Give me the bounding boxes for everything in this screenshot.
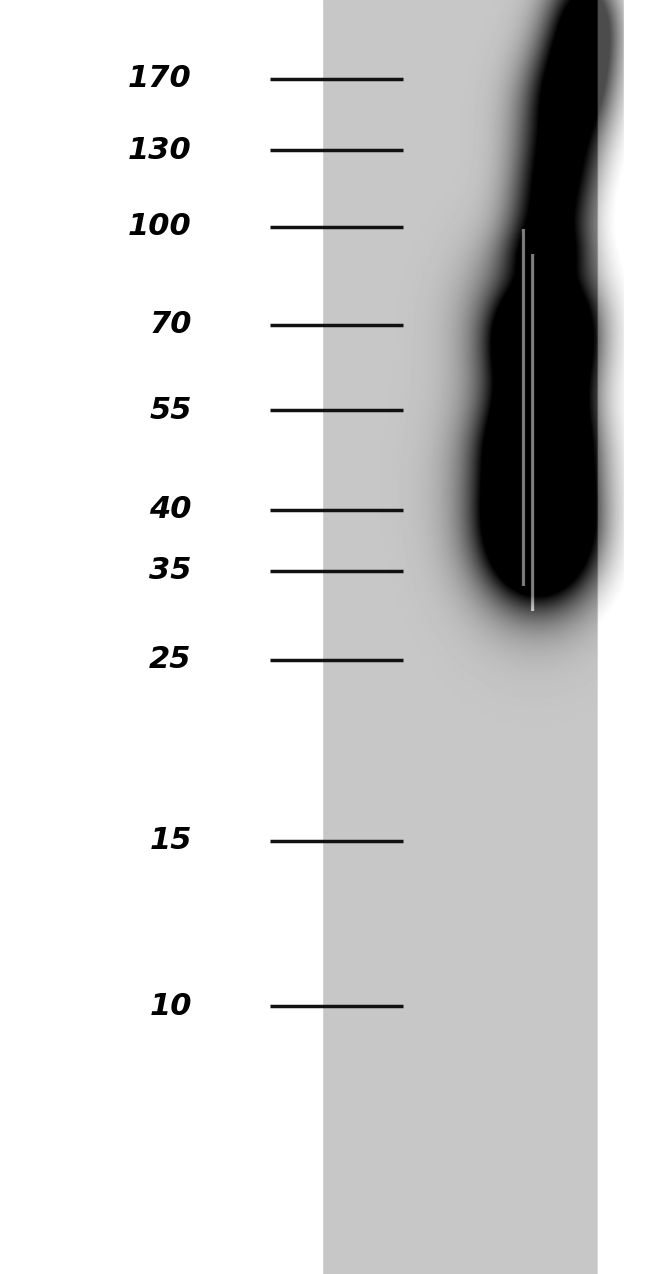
Text: 10: 10 [150,992,192,1020]
Text: 130: 130 [128,136,192,164]
Text: 70: 70 [150,311,192,339]
Text: 170: 170 [128,65,192,93]
Bar [624,0,647,1274]
Text: 100: 100 [128,213,192,241]
Bar [0,0,322,1274]
Text: 55: 55 [150,396,192,424]
Text: 35: 35 [150,557,192,585]
Text: 15: 15 [150,827,192,855]
Text: 40: 40 [150,496,192,524]
Text: 25: 25 [150,646,192,674]
